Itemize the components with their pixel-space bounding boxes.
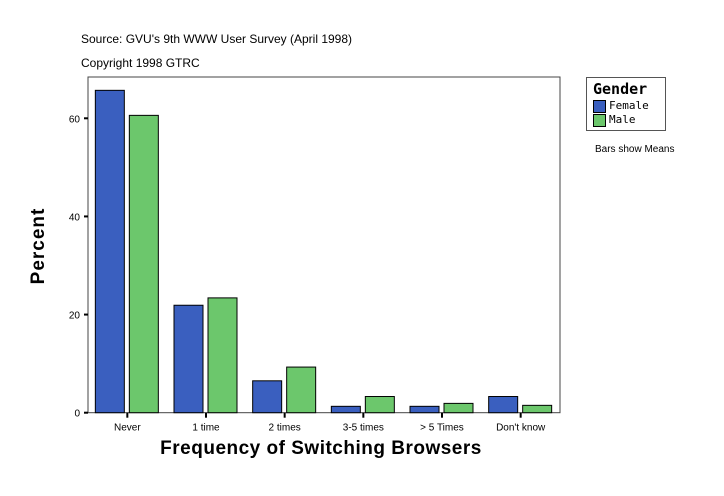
legend-swatch-male <box>593 114 606 127</box>
x-tick-label: Don't know <box>496 423 546 434</box>
bar-female <box>330 405 361 414</box>
bar-female <box>94 89 125 414</box>
x-tick-label: > 5 Times <box>420 423 464 434</box>
legend-title: Gender <box>593 80 648 98</box>
bar-female <box>488 396 519 414</box>
x-axis-label: Frequency of Switching Browsers <box>160 438 482 459</box>
legend-label-male: Male <box>609 113 636 126</box>
y-tick-label: 40 <box>69 212 81 223</box>
chart-subtitle: Copyright 1998 GTRC <box>81 56 200 70</box>
chart-title: Source: GVU's 9th WWW User Survey (April… <box>81 32 353 46</box>
bar-female <box>173 304 204 414</box>
plot-frame <box>87 76 561 414</box>
x-tick-label: 1 time <box>192 423 220 434</box>
bar-male <box>364 396 395 414</box>
bar-female <box>409 405 440 414</box>
legend: Gender Female Male <box>586 77 666 131</box>
y-tick-label: 0 <box>74 409 80 420</box>
bar-male <box>207 297 238 414</box>
y-tick-label: 60 <box>69 114 81 125</box>
x-tick-label: Never <box>114 423 141 434</box>
bar-male <box>522 404 553 414</box>
bar-male <box>128 114 159 414</box>
y-tick-label: 20 <box>69 311 81 322</box>
legend-swatch-female <box>593 100 606 113</box>
y-axis-label: Percent <box>28 207 49 285</box>
bar-female <box>252 380 283 414</box>
bar-male <box>286 366 317 414</box>
bars-note: Bars show Means <box>595 144 675 155</box>
bar-male <box>443 402 474 414</box>
x-tick-label: 2 times <box>269 423 301 434</box>
legend-label-female: Female <box>609 99 649 112</box>
x-tick-label: 3-5 times <box>343 423 384 434</box>
